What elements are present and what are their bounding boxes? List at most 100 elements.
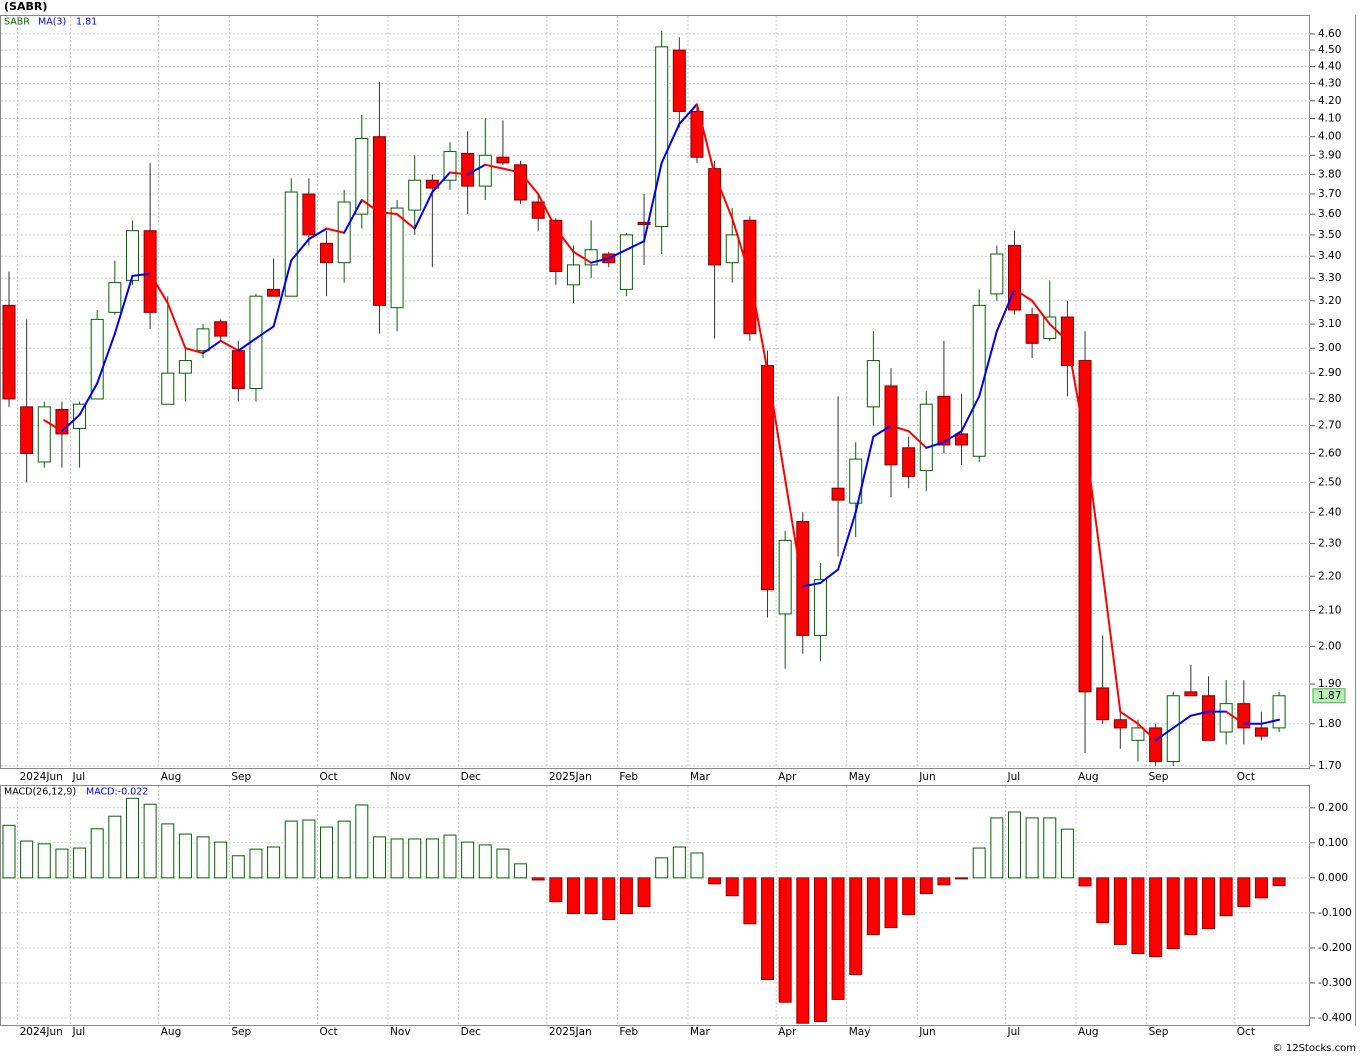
macd-bar [302, 819, 316, 879]
candle-body [1078, 360, 1092, 693]
ma-line [343, 199, 363, 234]
candle-body [408, 179, 422, 211]
macd-bar [443, 834, 457, 879]
ma-line [995, 288, 1016, 333]
macd-bar [849, 877, 863, 976]
x-tick-label: May [849, 1026, 871, 1038]
ma-line [1084, 438, 1104, 574]
ma-line [1119, 710, 1139, 725]
ma-line [396, 213, 416, 230]
ma-line [113, 274, 134, 335]
ma-line [219, 339, 240, 352]
ma-line [43, 419, 63, 433]
x-tick-label: Mar [690, 1026, 710, 1038]
macd-bar [408, 838, 422, 879]
macd-bar [1078, 877, 1092, 887]
chart-title: (SABR) [4, 0, 47, 13]
candle-body [813, 579, 827, 636]
y-tick-label: 2.70 [1318, 420, 1341, 432]
macd-bar [1184, 877, 1198, 936]
ma-line [254, 325, 275, 340]
y-tick-label: 2.50 [1318, 476, 1341, 488]
candle-body [161, 372, 175, 405]
candle-body [355, 138, 369, 215]
ma-line [1136, 722, 1157, 742]
candle-body [37, 406, 51, 463]
macd-bar [531, 877, 545, 881]
ma-line [378, 211, 399, 216]
macd-bar [725, 877, 739, 897]
x-tick-label: Dec [461, 771, 482, 783]
candle-body [320, 242, 334, 264]
macd-bar [372, 836, 386, 879]
ma-line [643, 161, 663, 243]
candle-body [566, 264, 580, 286]
macd-bar [20, 840, 34, 879]
last-price-box [1312, 688, 1346, 704]
candle-body [972, 304, 986, 457]
candle-body [990, 253, 1004, 295]
macd-bar [1043, 817, 1057, 879]
macd-bar [355, 804, 369, 879]
macd-bar [390, 838, 404, 879]
y-tick-label: 2.20 [1318, 570, 1341, 582]
ma-line [413, 191, 434, 230]
candle-body [1131, 727, 1145, 741]
macd-bar [196, 836, 210, 879]
candle-body [1113, 719, 1127, 729]
ma-line [678, 103, 698, 125]
macd-panel [0, 785, 1310, 1026]
ma-line [272, 259, 293, 328]
candle-body [390, 207, 404, 309]
ma-line [501, 167, 522, 174]
x-tick-label: Jul [72, 1026, 86, 1038]
macd-bar [284, 820, 298, 879]
y-tick-label: 3.30 [1318, 272, 1341, 284]
macd-bar [619, 877, 633, 915]
ma-line [449, 171, 469, 176]
y-tick-label: 2.30 [1318, 538, 1341, 550]
candle-body [849, 458, 863, 504]
y-tick-label: 2.40 [1318, 506, 1341, 518]
candle-body [231, 350, 245, 390]
macd-bar [125, 797, 139, 879]
macd-bar [708, 877, 722, 885]
x-tick-label: Feb [619, 1026, 638, 1038]
y-tick-label: 2.60 [1318, 447, 1341, 459]
ma-line [660, 122, 681, 164]
ma-line [819, 568, 840, 584]
y-tick-label: 2.90 [1318, 367, 1341, 379]
y-tick-label: 4.60 [1318, 28, 1341, 40]
ma-line [1031, 299, 1051, 326]
candle-body [514, 164, 528, 201]
candle-body [1096, 687, 1110, 721]
candle-body [637, 221, 651, 225]
macd-bar [637, 877, 651, 908]
legend-ma-value: 1.81 [76, 17, 97, 28]
macd-bar [1007, 811, 1021, 879]
x-tick-label: Oct [1237, 771, 1255, 783]
macd-bar [1113, 877, 1127, 945]
x-tick-label: Apr [778, 1026, 797, 1038]
macd-bar [761, 877, 775, 980]
y-tick-label: 3.50 [1318, 229, 1341, 241]
macd-bar [743, 877, 757, 925]
y-tick-label: 1.70 [1318, 760, 1341, 772]
y-tick-label: 3.80 [1318, 168, 1341, 180]
ma-line [925, 441, 945, 449]
x-tick-label: Sep [231, 1026, 251, 1038]
ma-line [854, 435, 875, 514]
macd-bar [778, 877, 792, 1003]
macd-bar [161, 823, 175, 879]
ma-line [872, 424, 892, 438]
macd-bar [549, 877, 563, 903]
ma-line [784, 478, 804, 588]
ma-line [537, 193, 557, 230]
candle-body [919, 403, 933, 472]
y-tick-label: 3.70 [1318, 188, 1341, 200]
macd-bar [655, 857, 669, 879]
macd-bar [972, 847, 986, 879]
y-tick-label: 2.80 [1318, 393, 1341, 405]
ma-line [1154, 726, 1175, 742]
candle-body [531, 201, 545, 219]
